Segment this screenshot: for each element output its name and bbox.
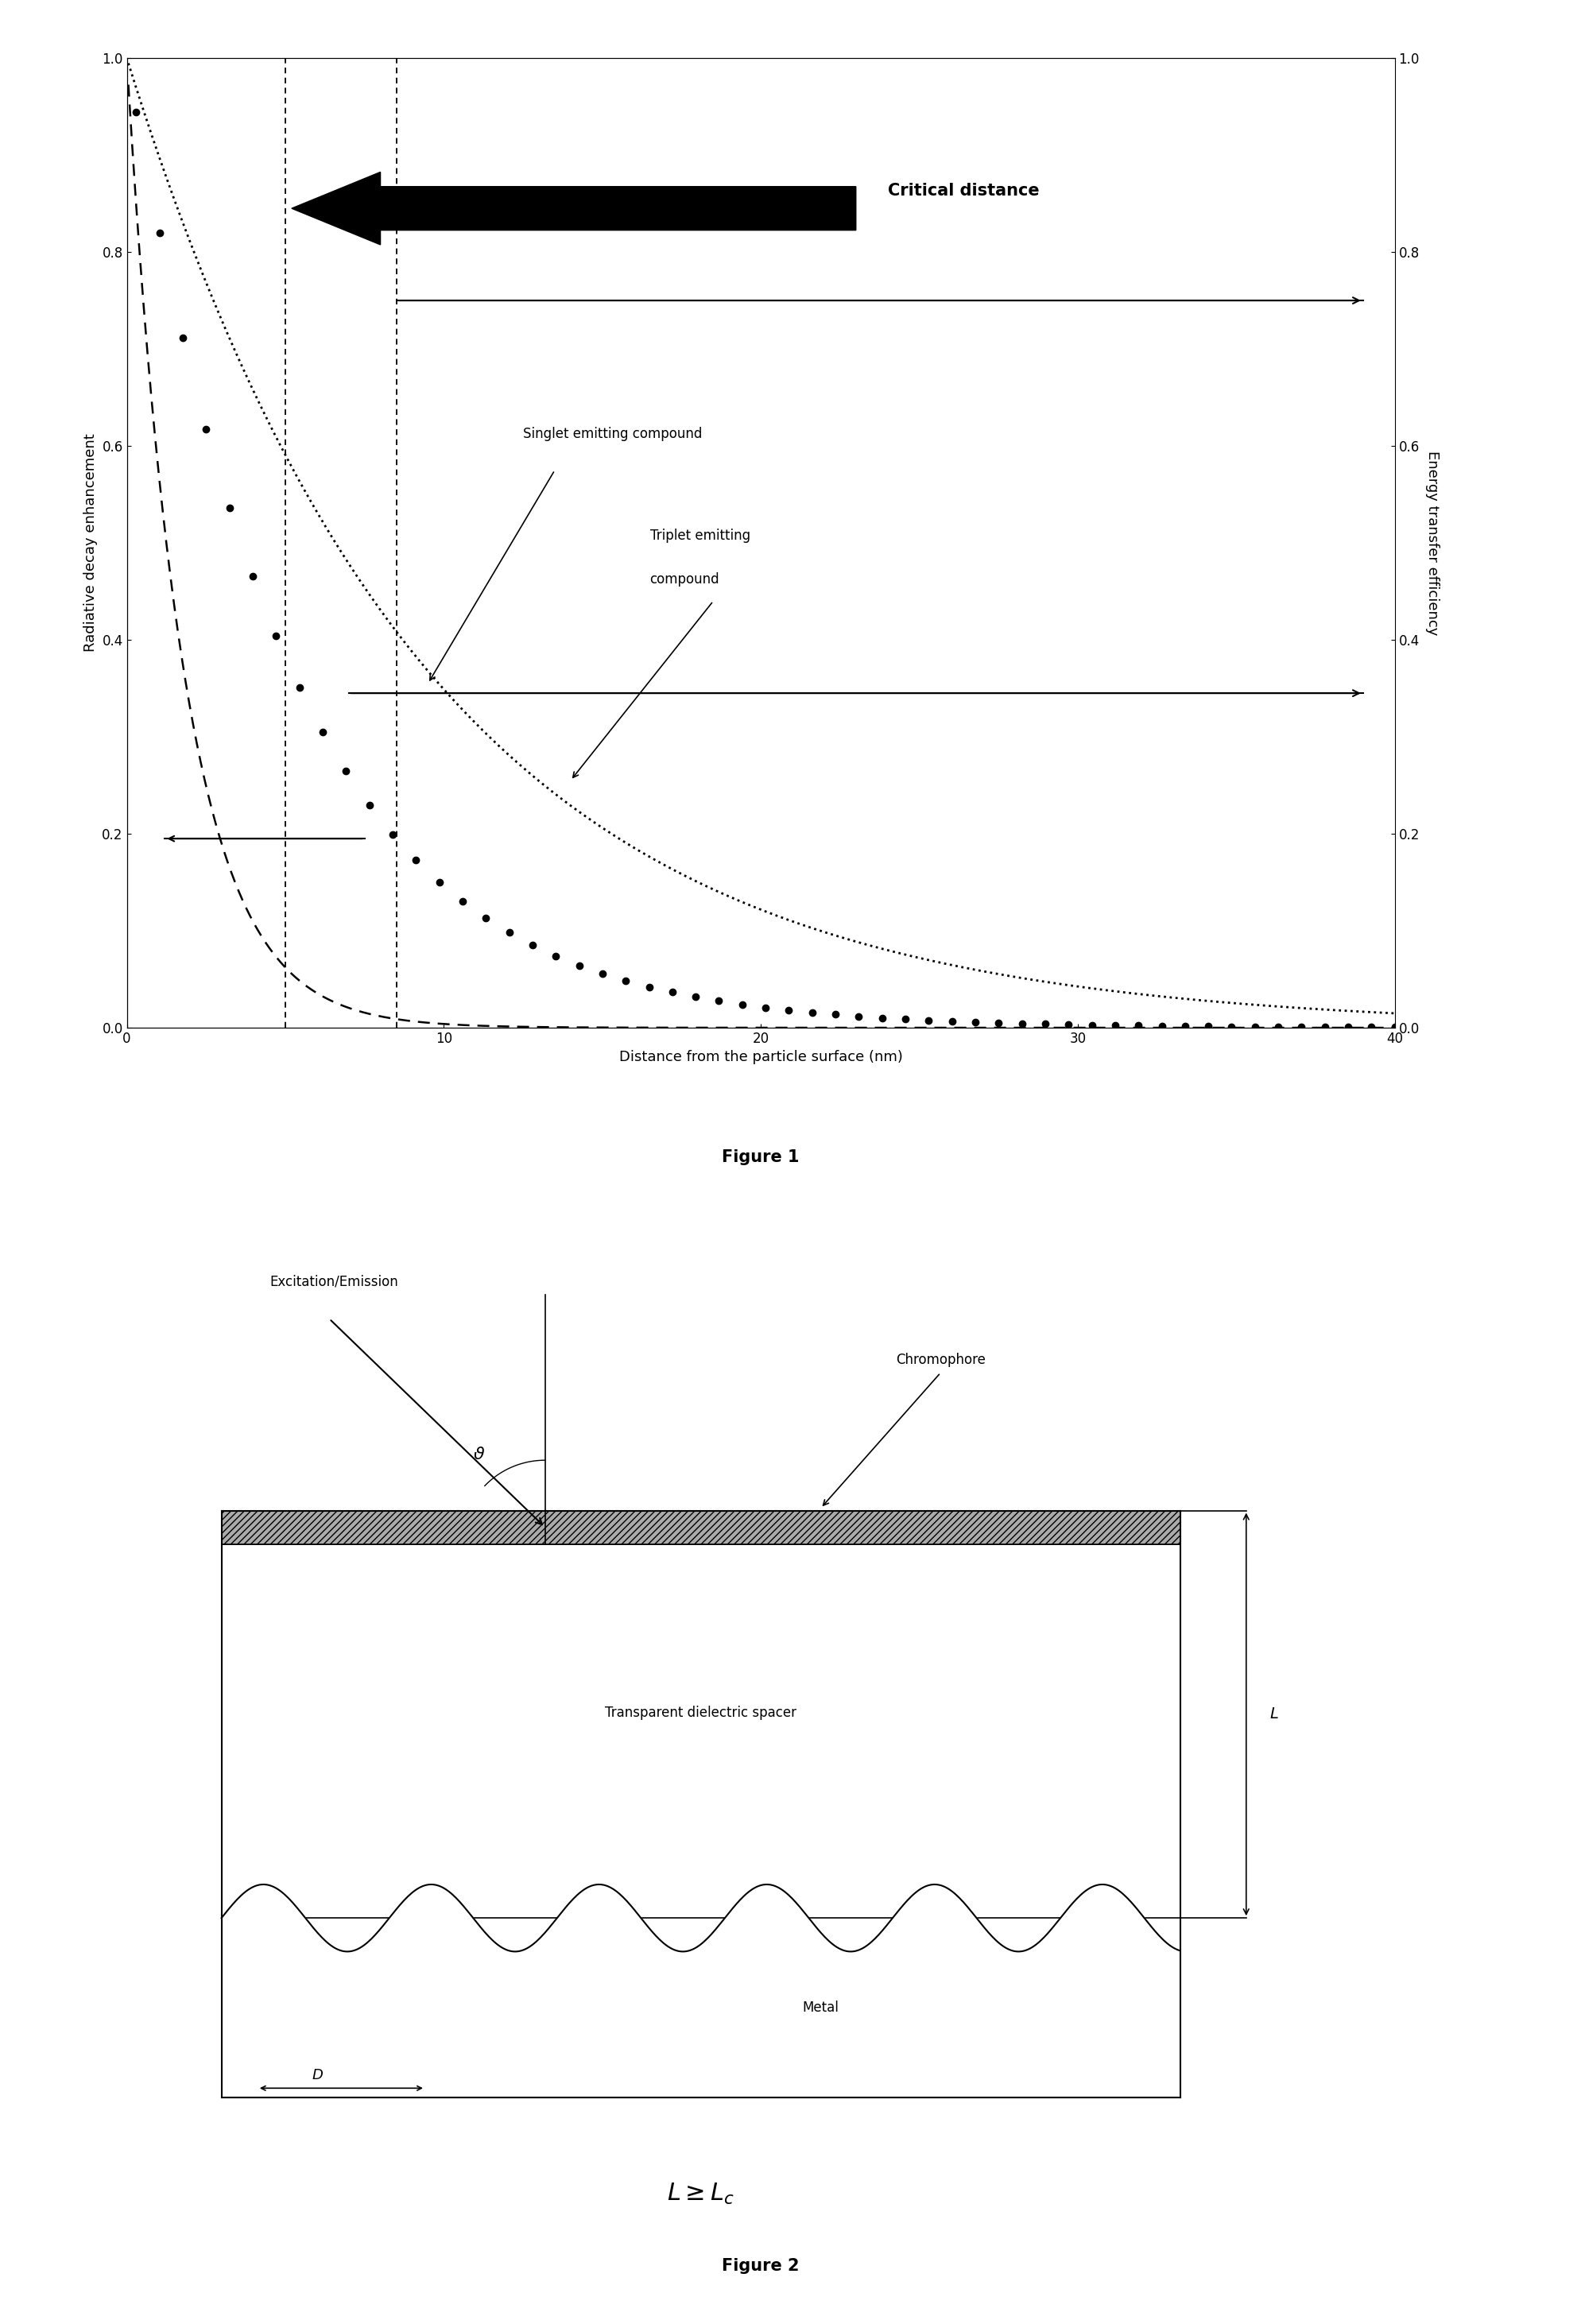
Text: compound: compound [650, 572, 720, 586]
Text: L: L [1270, 1706, 1279, 1722]
X-axis label: Distance from the particle surface (nm): Distance from the particle surface (nm) [620, 1050, 902, 1064]
Text: Metal: Metal [802, 2001, 838, 2015]
FancyArrow shape [292, 172, 856, 244]
Y-axis label: Energy transfer efficiency: Energy transfer efficiency [1425, 451, 1439, 634]
Text: D: D [312, 2068, 323, 2082]
Text: Figure 1: Figure 1 [723, 1150, 799, 1164]
Y-axis label: Radiative decay enhancement: Radiative decay enhancement [84, 435, 98, 653]
Text: Triplet emitting: Triplet emitting [650, 528, 750, 544]
Bar [222, 1511, 1181, 1543]
Text: Transparent dielectric spacer: Transparent dielectric spacer [605, 1706, 797, 1720]
Text: Critical distance: Critical distance [888, 184, 1040, 198]
Bar [222, 1543, 1181, 1917]
Text: Singlet emitting compound: Singlet emitting compound [523, 428, 702, 442]
Text: Figure 2: Figure 2 [723, 2259, 799, 2273]
Text: $L \geq L_c$: $L \geq L_c$ [667, 2182, 734, 2205]
Text: Chromophore: Chromophore [896, 1353, 986, 1367]
Text: Excitation/Emission: Excitation/Emission [269, 1274, 398, 1290]
Text: ϑ: ϑ [474, 1446, 485, 1462]
